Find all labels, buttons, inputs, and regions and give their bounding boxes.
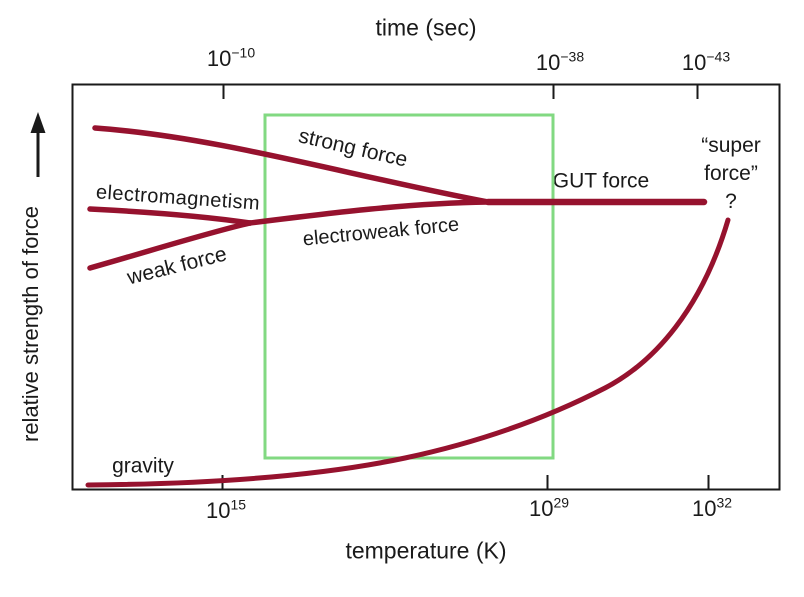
highlight-box (263, 113, 555, 460)
electroweak-force-curve (247, 199, 491, 226)
top-tick-1-base: 10 (206, 46, 232, 71)
top-tick-3-exponent: −43 (706, 48, 731, 65)
bottom-tick-label-3: 1032 (692, 496, 732, 522)
bottom-tick-1-base: 10 (205, 498, 231, 523)
super-force-line2: force” (704, 162, 758, 185)
bottom-tick-3-exponent: 32 (716, 494, 733, 511)
top-tick-label-1: 10−10 (207, 46, 255, 72)
y-axis-arrow-head (30, 112, 46, 133)
bottom-tick-1-exponent: 15 (230, 496, 247, 513)
super-force-line1: “super (701, 134, 761, 157)
top-tick-label-3: 10−43 (682, 50, 730, 76)
top-tick-2-exponent: −38 (560, 48, 585, 65)
bottom-tick-3-base: 10 (691, 496, 717, 521)
bottom-axis-title: temperature (K) (345, 537, 507, 564)
gravity-curve (85, 217, 731, 488)
gravity-label: gravity (112, 454, 174, 478)
super-force-question-mark: ? (725, 190, 737, 213)
weak-force-curve (87, 220, 253, 271)
bottom-tick-2-base: 10 (528, 496, 554, 521)
plot-border (71, 83, 781, 491)
bottom-tick-2-exponent: 29 (553, 494, 570, 511)
bottom-tick-label-1: 1015 (206, 498, 246, 524)
top-tick-label-2: 10−38 (536, 50, 584, 76)
gut-force-label: GUT force (552, 169, 650, 193)
axis-ticks (221, 85, 710, 489)
super-force-label: “super force” ? (701, 132, 761, 216)
strong-force-curve (92, 125, 491, 205)
top-tick-1-exponent: −10 (231, 44, 256, 61)
electromagnetism-curve (87, 206, 253, 226)
top-axis-title: time (sec) (375, 14, 477, 41)
bottom-tick-label-2: 1029 (529, 496, 569, 522)
top-tick-3-base: 10 (681, 50, 707, 75)
top-tick-2-base: 10 (535, 50, 561, 75)
